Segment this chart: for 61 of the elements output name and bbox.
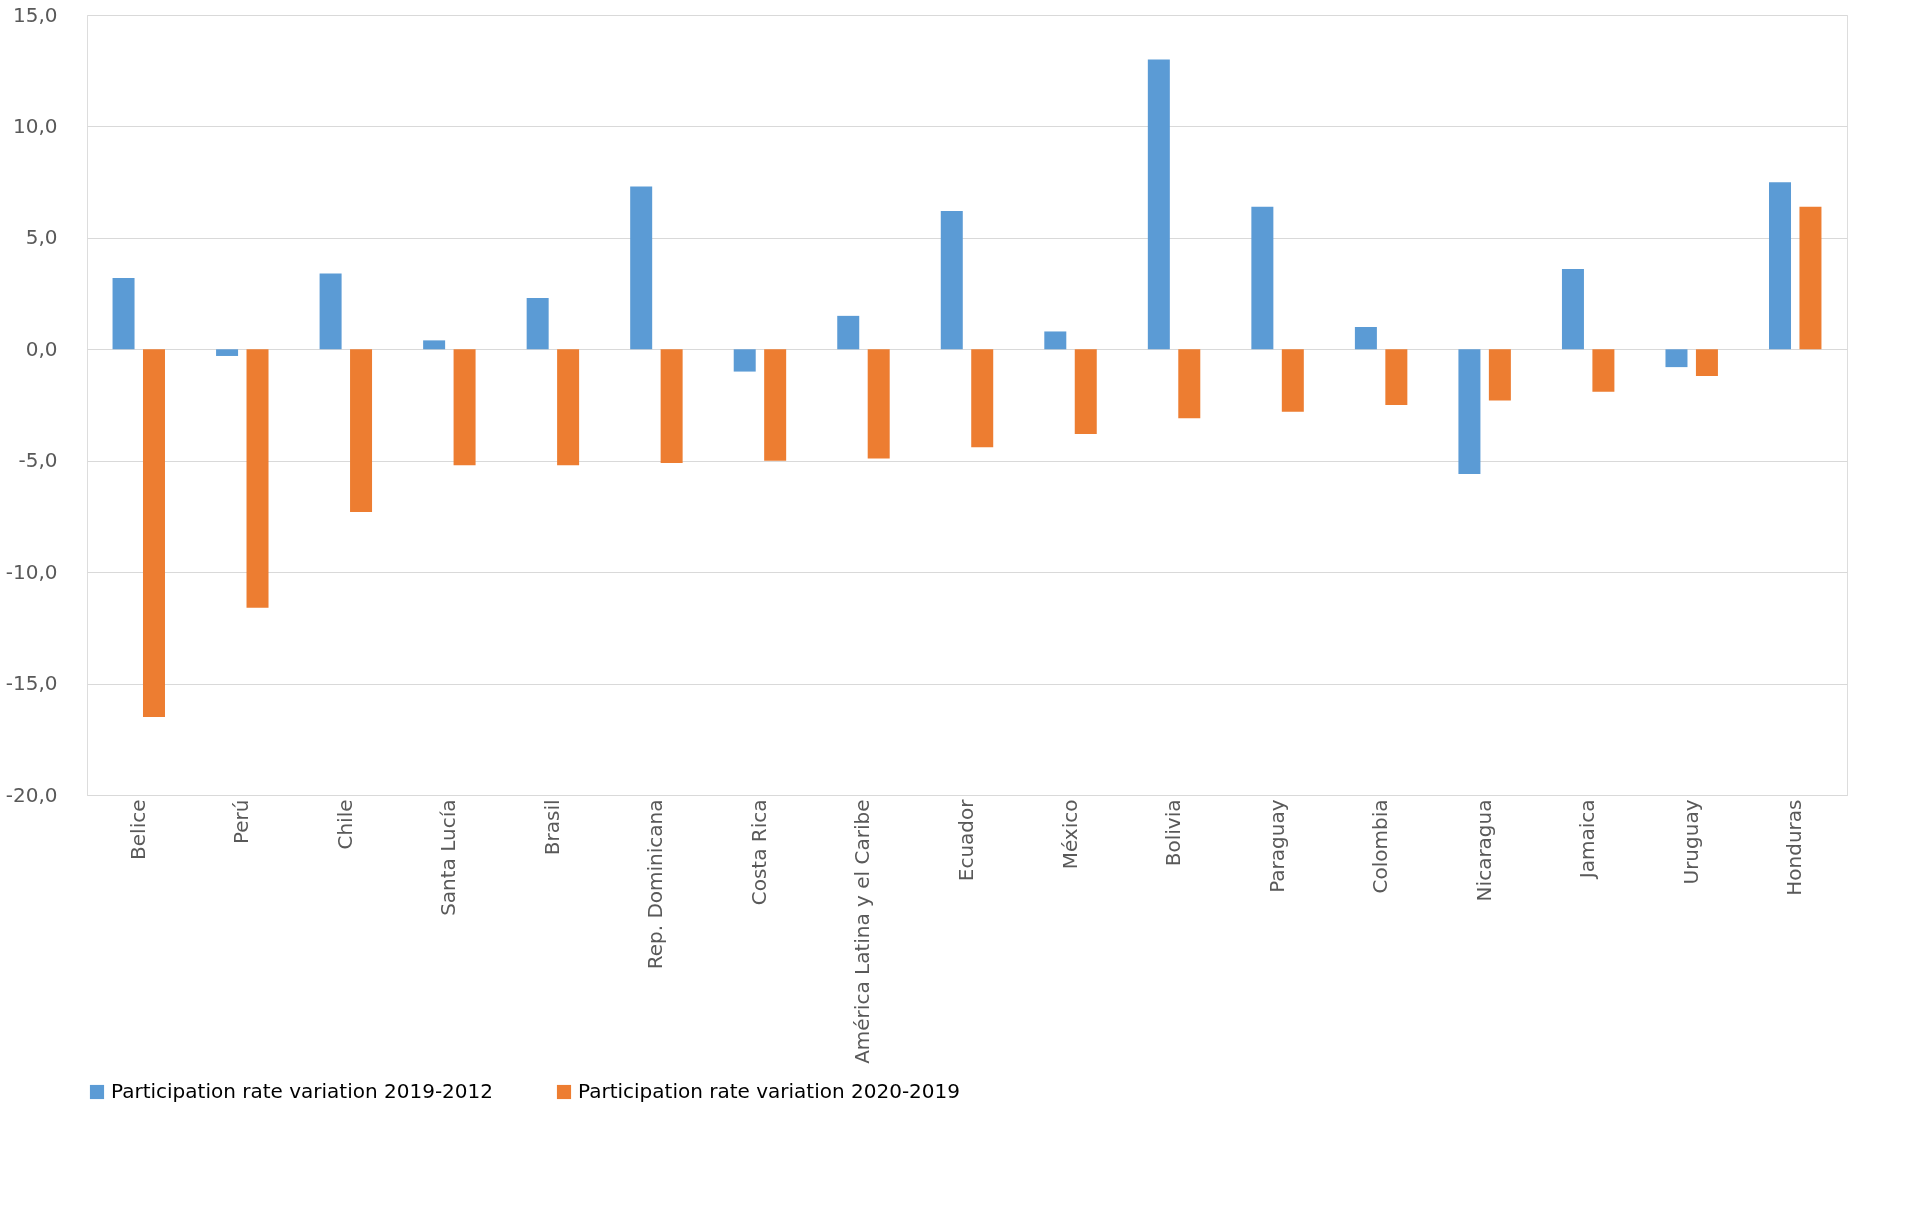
x-tick-label: Costa Rica — [746, 799, 771, 906]
x-tick-label: Jamaica — [1575, 799, 1600, 881]
bar — [350, 349, 373, 512]
x-tick-label: América Latina y el Caribe — [850, 799, 875, 1064]
x-tick-label: Uruguay — [1678, 799, 1703, 885]
x-tick-label: Rep. Dominicana — [643, 799, 668, 970]
bar — [1044, 331, 1067, 350]
bar — [764, 349, 787, 461]
x-tick-label: Belice — [125, 799, 150, 860]
bar — [1074, 349, 1097, 434]
x-tick-label: Chile — [332, 799, 357, 850]
x-tick-label: Nicaragua — [1471, 799, 1496, 902]
bar — [940, 211, 963, 350]
bar — [112, 277, 135, 350]
bar — [246, 349, 269, 608]
bar — [453, 349, 476, 466]
bar — [971, 349, 994, 448]
bar — [733, 349, 756, 372]
bar — [1281, 349, 1304, 412]
y-tick-label: 15,0 — [12, 2, 58, 27]
bar — [837, 315, 860, 350]
y-tick-label: -15,0 — [5, 671, 58, 696]
y-tick-label: -20,0 — [5, 782, 58, 807]
x-tick-label: Santa Lucía — [436, 799, 461, 916]
x-tick-label: México — [1057, 799, 1082, 870]
bar — [1488, 349, 1511, 401]
bar — [557, 349, 580, 466]
bar — [1592, 349, 1615, 392]
x-tick-label: Bolivia — [1161, 799, 1186, 867]
x-tick-label: Paraguay — [1264, 799, 1289, 893]
bar — [319, 273, 342, 350]
x-tick-label: Perú — [229, 799, 254, 845]
bar — [1695, 349, 1718, 377]
bar — [1147, 59, 1170, 350]
bar — [1385, 349, 1408, 405]
x-tick-label: Brasil — [539, 799, 564, 856]
bar — [526, 298, 549, 350]
bar — [1799, 206, 1822, 350]
bar — [142, 349, 165, 717]
bar — [1458, 349, 1481, 475]
bar — [1561, 269, 1584, 350]
bar — [1354, 327, 1377, 350]
x-tick-label: Colombia — [1368, 799, 1393, 894]
bar — [216, 349, 239, 356]
bar — [1769, 182, 1792, 350]
bar — [867, 349, 890, 459]
y-tick-label: -5,0 — [18, 448, 58, 473]
y-tick-label: 10,0 — [12, 113, 58, 138]
bar — [1178, 349, 1201, 419]
bar — [1665, 349, 1688, 368]
bar — [660, 349, 683, 463]
x-tick-label: Ecuador — [954, 798, 978, 882]
y-tick-label: -10,0 — [5, 559, 58, 584]
legend-label: Participation rate variation 2020-2019 — [578, 1079, 961, 1103]
bar — [423, 340, 446, 350]
y-tick-label: 0,0 — [25, 336, 58, 361]
x-tick-label: Honduras — [1782, 799, 1807, 896]
bar — [630, 186, 653, 350]
y-tick-label: 5,0 — [25, 225, 58, 250]
bar — [1251, 206, 1274, 350]
legend-label: Participation rate variation 2019-2012 — [111, 1079, 494, 1103]
